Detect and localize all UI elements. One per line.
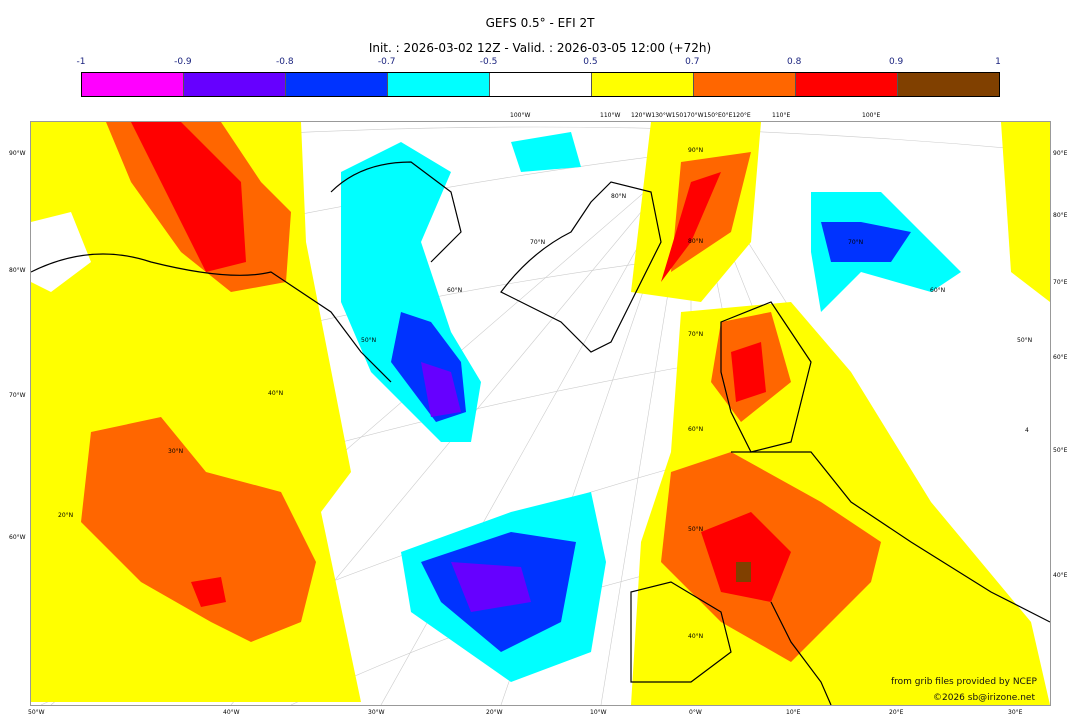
map-title: GEFS 0.5° - EFI 2T — [485, 16, 595, 30]
data-source-credit: from grib files provided by NCEP — [891, 677, 1037, 687]
axis-label: 20°E — [889, 709, 904, 716]
copyright: ©2026 sb@irizone.net — [933, 693, 1035, 703]
anomaly-fields — [31, 122, 1050, 705]
axis-label: 80°W — [9, 267, 26, 274]
svg-text:50°N: 50°N — [1017, 337, 1032, 344]
axis-label: 30°E — [1008, 709, 1023, 716]
axis-label: 10°E — [786, 709, 801, 716]
colorbar-tick: 0.9 — [888, 57, 904, 67]
coastlines — [31, 161, 1050, 705]
colorbar-tick: -0.7 — [377, 57, 396, 67]
axis-label: 50°E — [1053, 447, 1068, 454]
svg-text:60°N: 60°N — [688, 426, 703, 433]
axis-label: 110°W — [600, 112, 621, 119]
colorbar-swatch — [387, 73, 489, 96]
svg-text:50°N: 50°N — [361, 337, 376, 344]
axis-label: 80°E — [1053, 212, 1068, 219]
svg-text:30°N: 30°N — [168, 448, 183, 455]
axis-label: 90°E — [1053, 150, 1068, 157]
lat-labels: 90°N 80°N 70°N 60°N 50°N 40°N 30°N 20°N … — [58, 147, 1032, 640]
svg-text:90°N: 90°N — [688, 147, 703, 154]
colorbar-tick: -0.5 — [479, 57, 498, 67]
axis-label: 100°E — [862, 112, 881, 119]
svg-text:60°N: 60°N — [447, 287, 462, 294]
colorbar-swatch — [897, 73, 999, 96]
svg-text:70°N: 70°N — [848, 239, 863, 246]
colorbar — [81, 72, 1000, 97]
map-canvas: 90°N 80°N 70°N 60°N 50°N 40°N 30°N 20°N … — [31, 122, 1050, 705]
axis-label: 30°W — [368, 709, 385, 716]
axis-label: 0°W — [689, 709, 702, 716]
colorbar-tick: -0.9 — [174, 57, 192, 67]
colorbar-tick: 1 — [995, 57, 1001, 67]
colorbar-swatch — [183, 73, 285, 96]
svg-text:40°N: 40°N — [688, 633, 703, 640]
svg-text:60°N: 60°N — [930, 287, 945, 294]
svg-text:70°N: 70°N — [530, 239, 545, 246]
axis-label: 70°E — [1053, 279, 1068, 286]
svg-text:4: 4 — [1025, 427, 1029, 434]
svg-text:80°N: 80°N — [688, 238, 703, 245]
svg-text:20°N: 20°N — [58, 512, 73, 519]
axis-label: 60°W — [9, 534, 26, 541]
svg-text:40°N: 40°N — [268, 390, 283, 397]
colorbar-tick: -0.8 — [275, 57, 294, 67]
svg-text:80°N: 80°N — [611, 193, 626, 200]
axis-label: 40°W — [223, 709, 240, 716]
colorbar-swatch — [82, 73, 183, 96]
map-subtitle: Init. : 2026-03-02 12Z - Valid. : 2026-0… — [368, 41, 712, 55]
axis-label: 90°W — [9, 150, 26, 157]
colorbar-swatch — [285, 73, 387, 96]
colorbar-swatch — [591, 73, 693, 96]
colorbar-swatch — [489, 73, 591, 96]
colorbar-tick: 0.5 — [583, 57, 598, 67]
colorbar-swatch — [693, 73, 795, 96]
axis-label: 10°W — [590, 709, 607, 716]
axis-label: 110°E — [772, 112, 791, 119]
axis-label: 40°E — [1053, 572, 1068, 579]
colorbar-tick: -1 — [76, 57, 86, 67]
axis-label: 100°W — [510, 112, 531, 119]
colorbar-swatch — [795, 73, 897, 96]
colorbar-tick: 0.7 — [685, 57, 700, 67]
axis-label: 70°W — [9, 392, 26, 399]
svg-text:50°N: 50°N — [688, 526, 703, 533]
axis-label: 60°E — [1053, 354, 1068, 361]
svg-text:70°N: 70°N — [688, 331, 703, 338]
colorbar-tick: 0.8 — [787, 57, 802, 67]
efi-map: 90°N 80°N 70°N 60°N 50°N 40°N 30°N 20°N … — [30, 121, 1051, 706]
axis-label: 20°W — [486, 709, 503, 716]
axis-label: 120°W130°W150170°W150°E0°E120°E — [631, 112, 751, 119]
axis-label: 50°W — [28, 709, 45, 716]
